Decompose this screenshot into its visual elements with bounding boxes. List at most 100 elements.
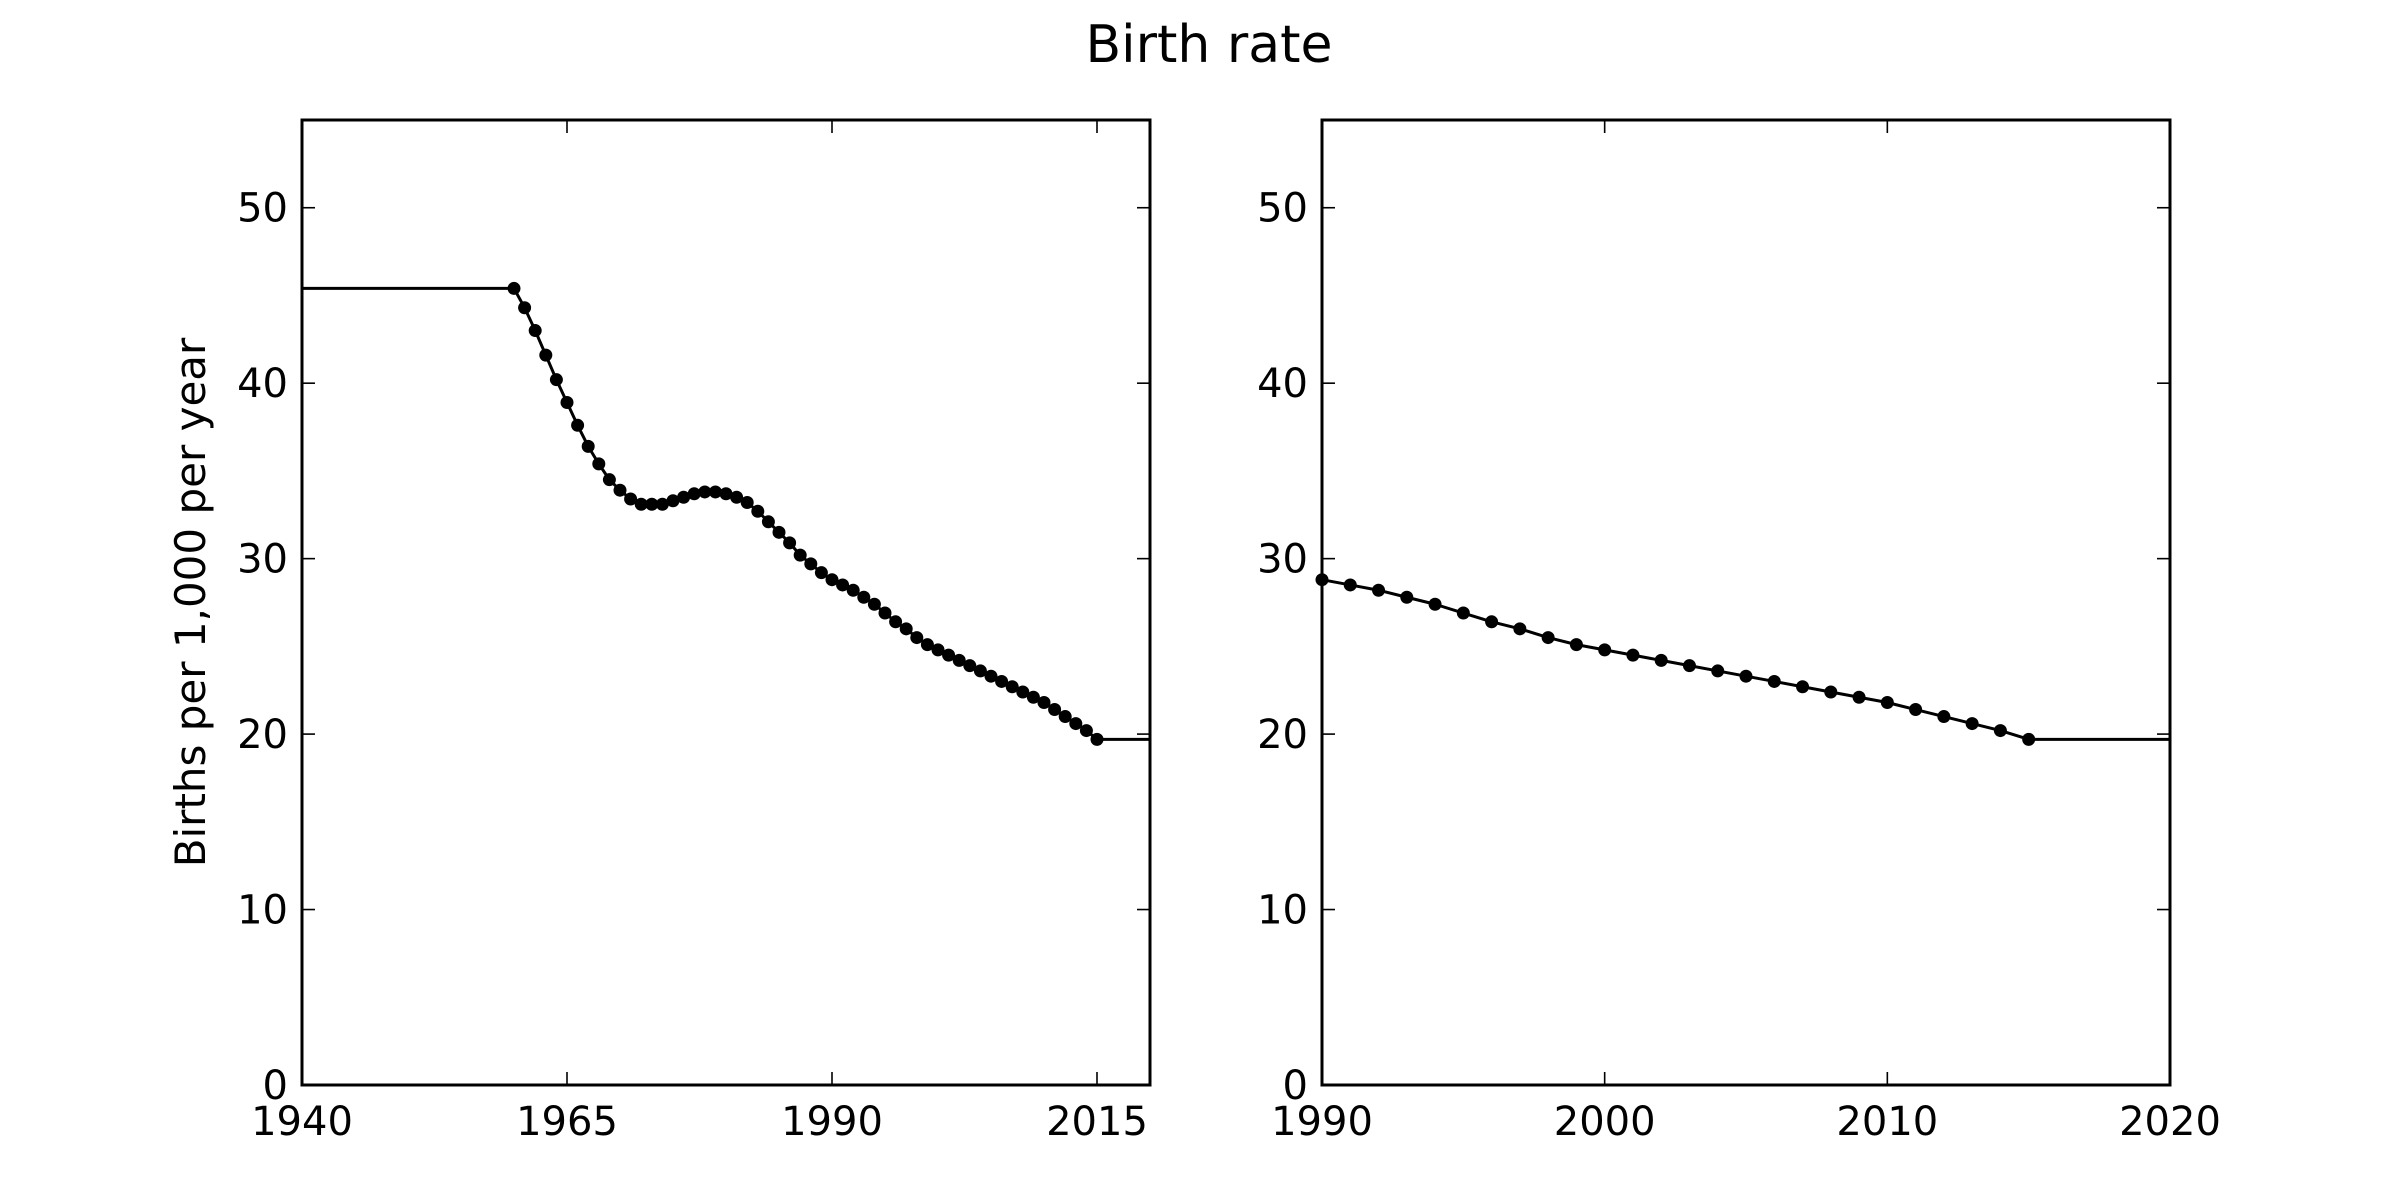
x-tick-label: 2010	[1836, 1099, 1938, 1145]
chart-panel-right: 0 10 20 30 40 50 1990 2000 2010 2020	[1257, 118, 2221, 1145]
data-point	[624, 492, 638, 506]
data-point	[1037, 696, 1051, 710]
y-tick-label: 0	[263, 1063, 288, 1109]
data-point	[1880, 696, 1894, 710]
data-point	[571, 418, 585, 432]
data-point	[592, 457, 606, 471]
x-tick-label: 1965	[516, 1099, 618, 1145]
data-point	[645, 497, 659, 511]
data-point	[698, 485, 712, 499]
x-tick-label: 1990	[1271, 1099, 1373, 1145]
data-point	[1937, 710, 1951, 724]
data-point	[1824, 685, 1838, 699]
data-point	[507, 281, 521, 295]
data-point	[1343, 578, 1357, 592]
data-point	[1739, 669, 1753, 683]
plot-frame	[1320, 118, 2172, 1087]
x-tick-label: 1990	[781, 1099, 883, 1145]
data-point	[1711, 664, 1725, 678]
data-point	[1682, 659, 1696, 673]
y-tick-label: 10	[1257, 888, 1308, 934]
data-point	[634, 497, 648, 511]
data-point	[910, 631, 924, 645]
data-point	[708, 485, 722, 499]
y-tick-label: 10	[237, 888, 288, 934]
y-tick-label: 30	[237, 537, 288, 583]
x-tick-label: 2000	[1554, 1099, 1656, 1145]
data-point	[867, 597, 881, 611]
data-point	[1541, 631, 1555, 645]
data-point	[602, 473, 616, 487]
data-point	[952, 653, 966, 667]
data-point	[1069, 717, 1083, 731]
data-point	[655, 497, 669, 511]
data-point	[2022, 732, 2036, 746]
y-tick-label: 50	[237, 186, 288, 232]
y-tick-label: 20	[237, 712, 288, 758]
y-tick-label: 50	[1257, 186, 1308, 232]
data-point	[518, 301, 532, 315]
data-point	[1016, 685, 1030, 699]
series-line	[512, 287, 1098, 741]
data-point	[1372, 583, 1386, 597]
data-point	[878, 606, 892, 620]
data-point	[984, 669, 998, 683]
x-tick-label: 2020	[2119, 1099, 2221, 1145]
data-point	[528, 324, 542, 338]
data-point	[899, 622, 913, 636]
data-point	[1090, 732, 1104, 746]
data-point	[1400, 590, 1414, 604]
data-point	[1626, 648, 1640, 662]
y-tick-label: 20	[1257, 712, 1308, 758]
y-axis-label: Births per 1,000 per year	[166, 337, 215, 867]
data-point	[1569, 638, 1583, 652]
figure-title: Birth rate	[1086, 15, 1333, 75]
data-point	[549, 373, 563, 387]
data-point	[942, 648, 956, 662]
data-point	[1909, 703, 1923, 717]
data-point	[973, 664, 987, 678]
data-point	[1048, 703, 1062, 717]
chart-panel-left: 0 10 20 30 40 50 1940 1965 1990 2015 Births per 1,…	[166, 118, 1152, 1145]
data-point	[889, 615, 903, 629]
data-point	[1767, 674, 1781, 688]
data-point	[761, 515, 775, 529]
data-point	[1965, 717, 1979, 731]
data-point	[995, 674, 1009, 688]
y-tick-label: 40	[237, 361, 288, 407]
data-point	[1058, 710, 1072, 724]
data-point	[804, 557, 818, 571]
data-point	[1026, 690, 1040, 704]
data-point	[931, 643, 945, 657]
data-point	[825, 573, 839, 587]
data-point	[846, 583, 860, 597]
data-point	[1993, 724, 2007, 738]
data-point	[1796, 680, 1810, 694]
y-tick-label: 30	[1257, 537, 1308, 583]
data-point	[666, 494, 680, 508]
data-point	[963, 659, 977, 673]
series-line	[1321, 578, 2030, 741]
data-point	[1485, 615, 1499, 629]
data-point	[920, 638, 934, 652]
data-point	[1513, 622, 1527, 636]
data-point	[1079, 724, 1093, 738]
data-point	[687, 487, 701, 501]
data-point	[772, 525, 786, 539]
x-tick-label: 2015	[1046, 1099, 1148, 1145]
data-point	[836, 578, 850, 592]
data-point	[613, 483, 627, 497]
plot-frame	[300, 118, 1152, 1087]
data-point	[719, 487, 733, 501]
data-point	[1654, 653, 1668, 667]
data-point	[730, 490, 744, 504]
data-point	[751, 504, 765, 518]
data-point	[740, 495, 754, 509]
x-tick-label: 1940	[251, 1099, 353, 1145]
data-point	[1005, 680, 1019, 694]
data-point	[783, 536, 797, 550]
data-point	[539, 348, 553, 362]
data-point	[581, 439, 595, 453]
data-point	[857, 590, 871, 604]
